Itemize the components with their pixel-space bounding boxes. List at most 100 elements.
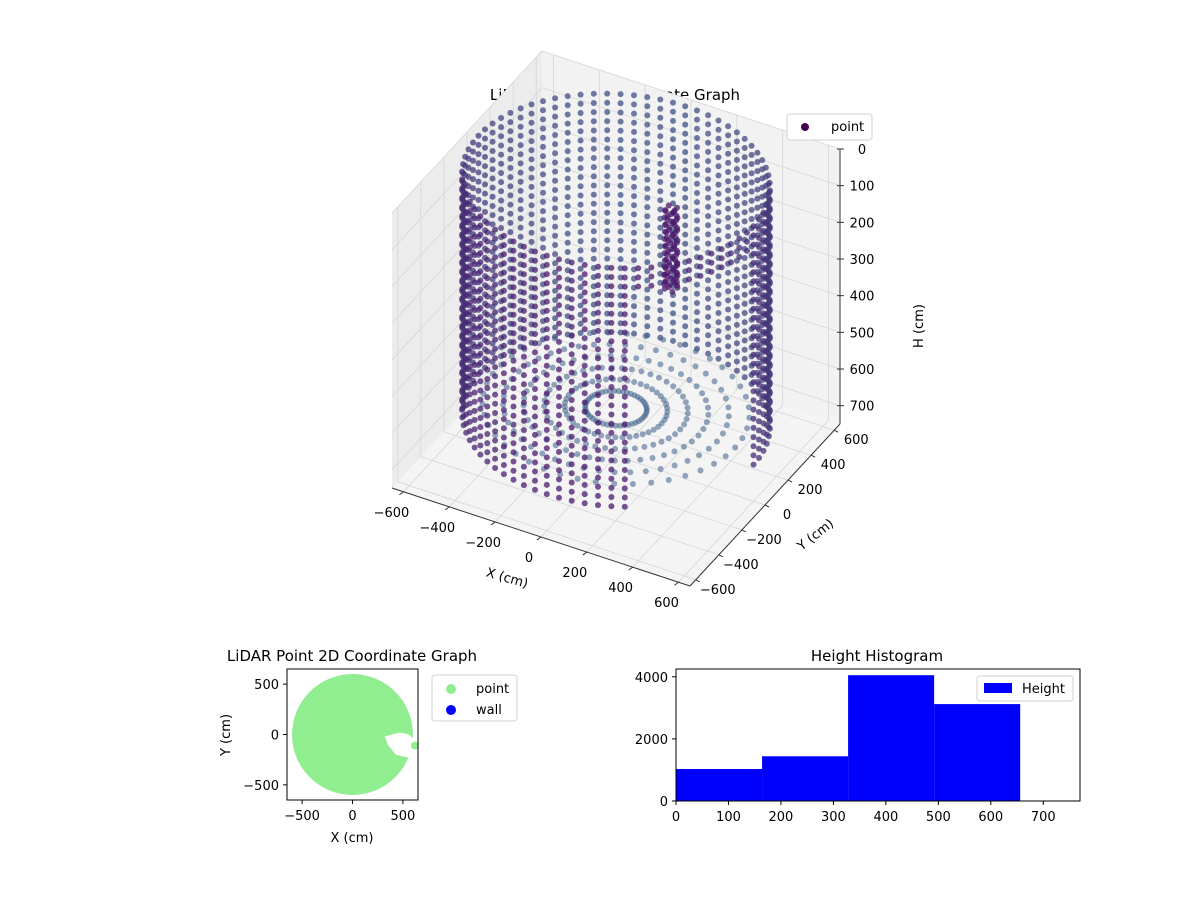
point-marker	[627, 469, 634, 476]
point-marker	[718, 264, 725, 271]
point-marker	[466, 198, 473, 205]
point-marker	[732, 444, 739, 451]
point-marker	[744, 229, 750, 236]
point-marker	[645, 429, 652, 436]
point-marker	[715, 172, 722, 179]
point-marker	[649, 386, 656, 393]
point-marker	[564, 203, 571, 210]
point-marker	[657, 124, 664, 130]
grid-y-line	[489, 107, 789, 481]
point-marker	[756, 244, 762, 250]
point-marker	[484, 321, 491, 327]
point-marker	[577, 183, 584, 190]
point-marker	[715, 310, 722, 316]
point-marker	[561, 346, 568, 353]
point-marker	[733, 138, 740, 145]
point-marker	[657, 160, 664, 167]
point-marker	[694, 217, 700, 224]
point-marker	[471, 444, 478, 451]
point-marker	[670, 163, 676, 170]
point-marker	[484, 311, 491, 318]
point-marker	[756, 234, 762, 241]
point-marker	[543, 445, 550, 452]
point-marker	[475, 196, 482, 203]
point-marker	[552, 214, 559, 221]
point-marker	[466, 272, 473, 279]
point-marker	[470, 148, 476, 155]
point-marker	[662, 207, 669, 214]
point-marker	[756, 326, 762, 333]
point-marker	[604, 292, 611, 299]
point-marker	[575, 343, 582, 350]
point-marker	[517, 123, 524, 130]
chart-3d-legend: point	[786, 113, 873, 141]
point-marker	[520, 280, 527, 287]
point-marker	[543, 362, 550, 369]
point-marker	[705, 286, 712, 293]
point-marker	[484, 229, 491, 236]
point-marker	[715, 218, 722, 225]
point-marker	[477, 314, 484, 321]
point-marker	[715, 355, 722, 362]
point-marker	[682, 139, 689, 146]
point-marker	[644, 323, 651, 330]
point-marker	[568, 360, 575, 367]
point-marker	[760, 383, 767, 390]
point-marker	[492, 309, 499, 316]
point-marker	[725, 343, 732, 350]
histogram-plot: 0 100 200 300 400 500 600 700 0 2000 4000	[635, 668, 1081, 825]
y-tick-mark	[787, 479, 793, 483]
point-marker	[574, 437, 581, 444]
point-marker	[471, 426, 478, 433]
point-marker	[725, 324, 732, 331]
chart-2d-legend: point wall	[431, 674, 518, 722]
chart-2d-xlabel: X (cm)	[331, 831, 374, 846]
point-marker	[673, 279, 680, 285]
point-marker	[750, 305, 757, 312]
point-marker	[595, 465, 601, 472]
point-marker	[667, 351, 674, 358]
point-marker	[665, 435, 672, 442]
point-marker	[671, 448, 678, 455]
point-marker	[621, 476, 628, 483]
point-marker	[733, 340, 740, 347]
z-tick-label: 500	[850, 326, 875, 341]
point-marker	[556, 439, 562, 446]
point-marker	[521, 395, 528, 402]
point-marker	[631, 303, 637, 310]
point-marker	[577, 220, 584, 226]
point-marker	[705, 445, 712, 452]
point-marker	[671, 222, 678, 229]
point-marker	[760, 310, 767, 317]
point-marker	[477, 250, 484, 256]
point-marker	[477, 451, 484, 458]
point-marker	[568, 378, 575, 385]
point-marker	[590, 173, 597, 180]
point-marker	[510, 348, 517, 355]
point-marker	[760, 356, 767, 363]
point-marker	[492, 465, 499, 471]
point-marker	[510, 247, 517, 254]
point-marker	[760, 273, 767, 280]
point-marker	[718, 255, 725, 262]
point-marker	[631, 445, 638, 452]
point-marker	[552, 315, 559, 322]
point-marker	[556, 430, 562, 437]
point-marker	[644, 94, 651, 101]
point-marker	[756, 216, 762, 223]
point-marker	[479, 401, 486, 408]
point-marker	[657, 361, 664, 368]
point-marker	[484, 284, 491, 291]
point-marker	[608, 503, 615, 510]
point-marker	[507, 164, 514, 171]
chart-3d-grid	[391, 50, 841, 583]
point-marker	[670, 127, 676, 134]
point-marker	[657, 298, 664, 305]
point-marker	[711, 460, 717, 467]
histogram-legend-swatch	[984, 683, 1012, 693]
point-marker	[748, 170, 755, 177]
point-marker	[552, 159, 559, 166]
point-marker	[750, 333, 757, 340]
point-marker	[507, 109, 514, 116]
point-marker	[586, 454, 593, 461]
